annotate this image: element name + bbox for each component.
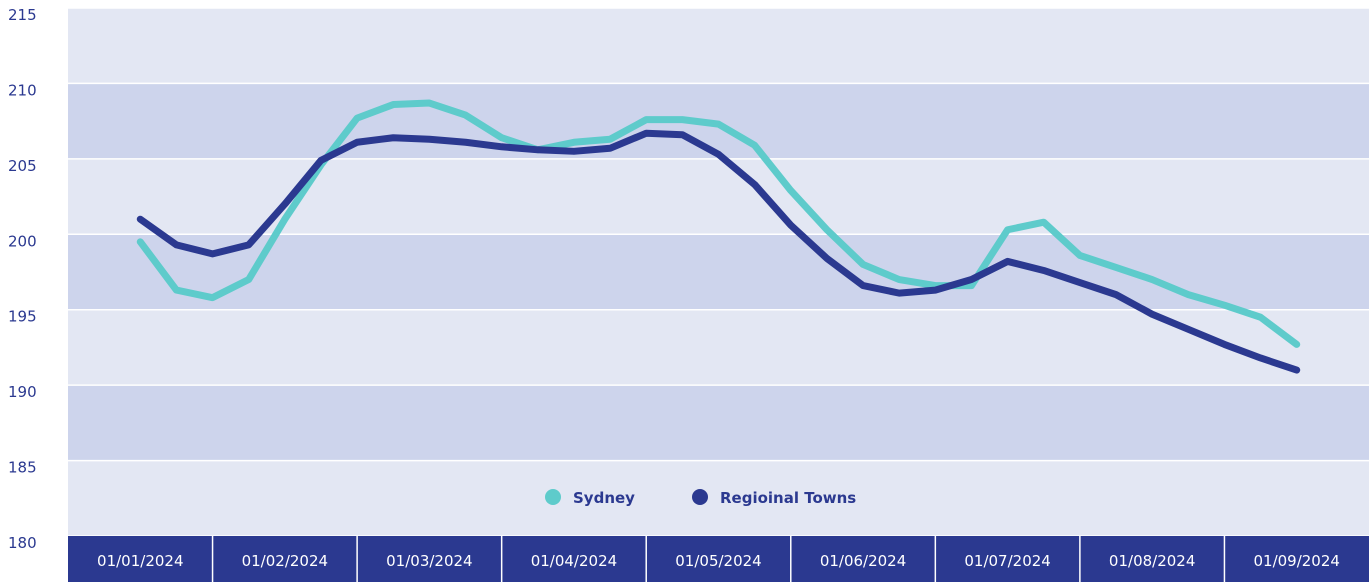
y-tick-label: 195 — [8, 308, 37, 326]
x-tick-label: 01/01/2024 — [97, 552, 183, 570]
band — [68, 8, 1369, 84]
x-tick-label: 01/09/2024 — [1253, 552, 1339, 570]
x-tick-label: 01/07/2024 — [964, 552, 1050, 570]
x-tick-label: 01/05/2024 — [675, 552, 761, 570]
legend-label: Regioinal Towns — [720, 489, 856, 507]
x-tick-label: 01/06/2024 — [820, 552, 906, 570]
line — [136, 99, 1301, 348]
x-axis-strip — [68, 536, 1369, 582]
line — [136, 129, 1301, 374]
x-tick-label: 01/04/2024 — [531, 552, 617, 570]
y-tick-label: 190 — [8, 383, 37, 401]
legend-marker — [545, 489, 561, 505]
band — [68, 158, 1369, 235]
legend-marker — [692, 489, 708, 505]
y-tick-label: 205 — [8, 157, 37, 175]
y-tick-label: 180 — [8, 534, 37, 552]
band — [68, 309, 1369, 386]
legend-label: Sydney — [573, 489, 635, 507]
x-tick-label: 01/02/2024 — [242, 552, 328, 570]
x-tick-label: 01/03/2024 — [386, 552, 472, 570]
band — [68, 460, 1369, 536]
y-tick-label: 210 — [8, 81, 37, 99]
x-tick-label: 01/08/2024 — [1109, 552, 1195, 570]
band — [68, 385, 1369, 461]
y-tick-label: 215 — [8, 6, 37, 24]
band — [68, 234, 1369, 310]
y-tick-label: 200 — [8, 232, 37, 250]
y-tick-label: 185 — [8, 459, 37, 477]
